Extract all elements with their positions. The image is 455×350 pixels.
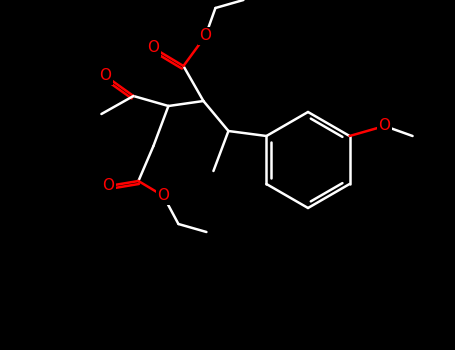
- Text: O: O: [199, 28, 212, 43]
- Text: O: O: [379, 119, 390, 133]
- Text: O: O: [102, 178, 114, 194]
- Text: O: O: [157, 189, 169, 203]
- Text: O: O: [147, 41, 159, 56]
- Text: O: O: [100, 69, 111, 84]
